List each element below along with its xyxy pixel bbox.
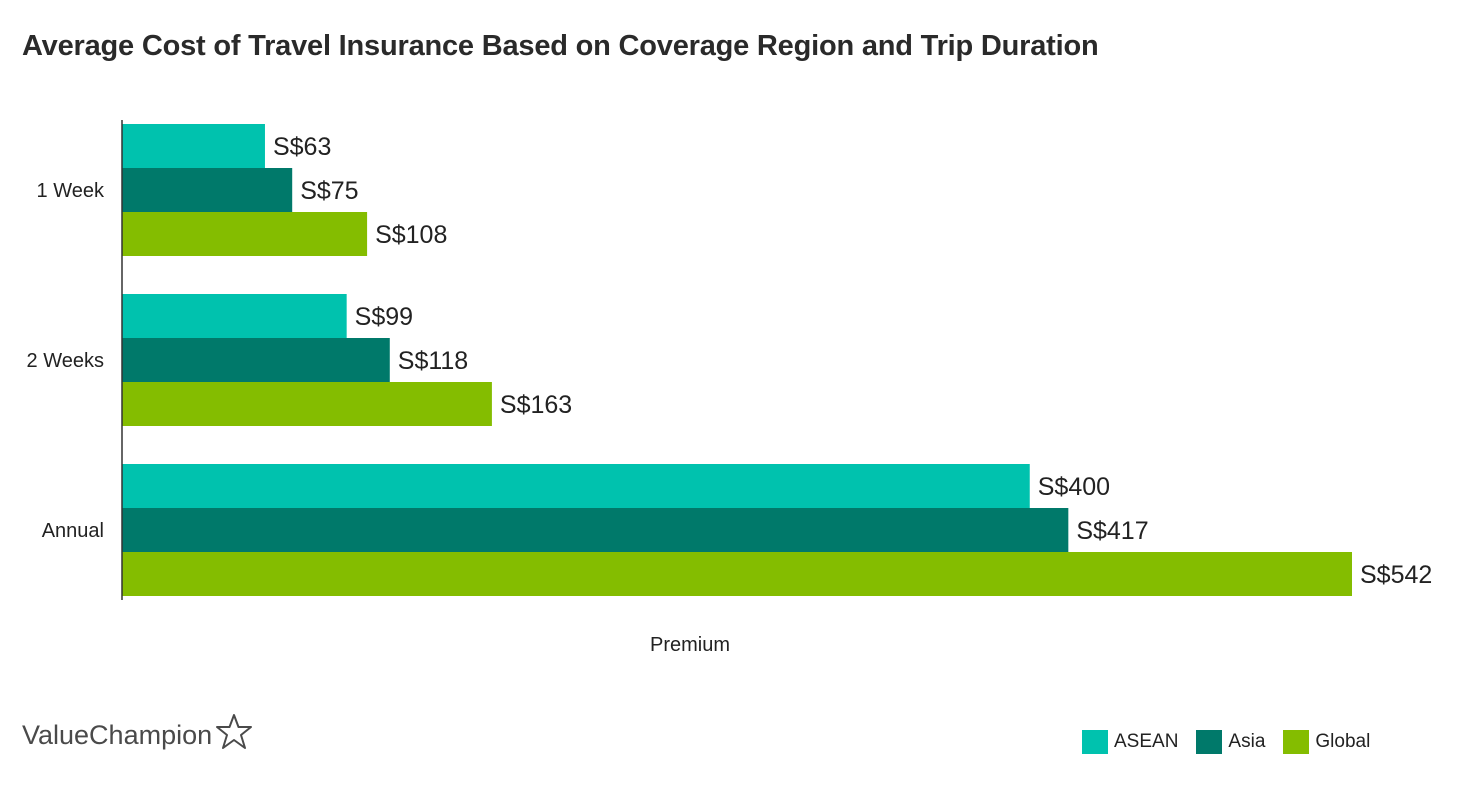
legend-item-global: Global bbox=[1283, 730, 1370, 754]
brand-logo: ValueChampion bbox=[22, 714, 254, 752]
data-label-asia-1-week: S$75 bbox=[300, 177, 358, 205]
bar-asia-annual bbox=[122, 508, 1069, 552]
data-label-asean-1-week: S$63 bbox=[273, 133, 331, 161]
bar-global-2-weeks bbox=[122, 382, 492, 426]
bar-global-1-week bbox=[122, 212, 368, 256]
chart-legend: ASEAN Asia Global bbox=[1082, 730, 1388, 754]
data-label-global-annual: S$542 bbox=[1360, 561, 1432, 589]
legend-item-asia: Asia bbox=[1196, 730, 1265, 754]
legend-label-asean: ASEAN bbox=[1114, 731, 1179, 752]
legend-label-global: Global bbox=[1315, 731, 1371, 752]
data-label-asia-2-weeks: S$118 bbox=[398, 347, 468, 375]
bar-asean-2-weeks bbox=[122, 294, 347, 338]
data-label-asean-2-weeks: S$99 bbox=[355, 303, 413, 331]
y-tick-label-1-week: 1 Week bbox=[37, 180, 105, 202]
bar-global-annual bbox=[122, 552, 1352, 596]
data-label-global-2-weeks: S$163 bbox=[500, 391, 572, 419]
chart-title: Average Cost of Travel Insurance Based o… bbox=[22, 30, 1099, 62]
y-tick-label-annual: Annual bbox=[42, 520, 104, 542]
legend-label-asia: Asia bbox=[1228, 731, 1266, 752]
bar-asia-2-weeks bbox=[122, 338, 390, 382]
bar-asean-annual bbox=[122, 464, 1030, 508]
legend-swatch-asia bbox=[1196, 730, 1223, 754]
data-label-global-1-week: S$108 bbox=[375, 221, 447, 249]
legend-swatch-asean bbox=[1082, 730, 1108, 754]
bar-asia-1-week bbox=[122, 168, 293, 212]
y-tick-label-2-weeks: 2 Weeks bbox=[27, 350, 104, 372]
legend-item-asean: ASEAN bbox=[1082, 730, 1178, 754]
legend-swatch-global bbox=[1283, 730, 1310, 754]
data-label-asia-annual: S$417 bbox=[1076, 517, 1148, 545]
x-axis-label: Premium bbox=[650, 634, 730, 656]
bar-asean-1-week bbox=[122, 124, 265, 168]
brand-logo-text: ValueChampion bbox=[22, 719, 213, 750]
data-label-asean-annual: S$400 bbox=[1038, 473, 1110, 501]
star-outline-icon bbox=[216, 714, 253, 749]
